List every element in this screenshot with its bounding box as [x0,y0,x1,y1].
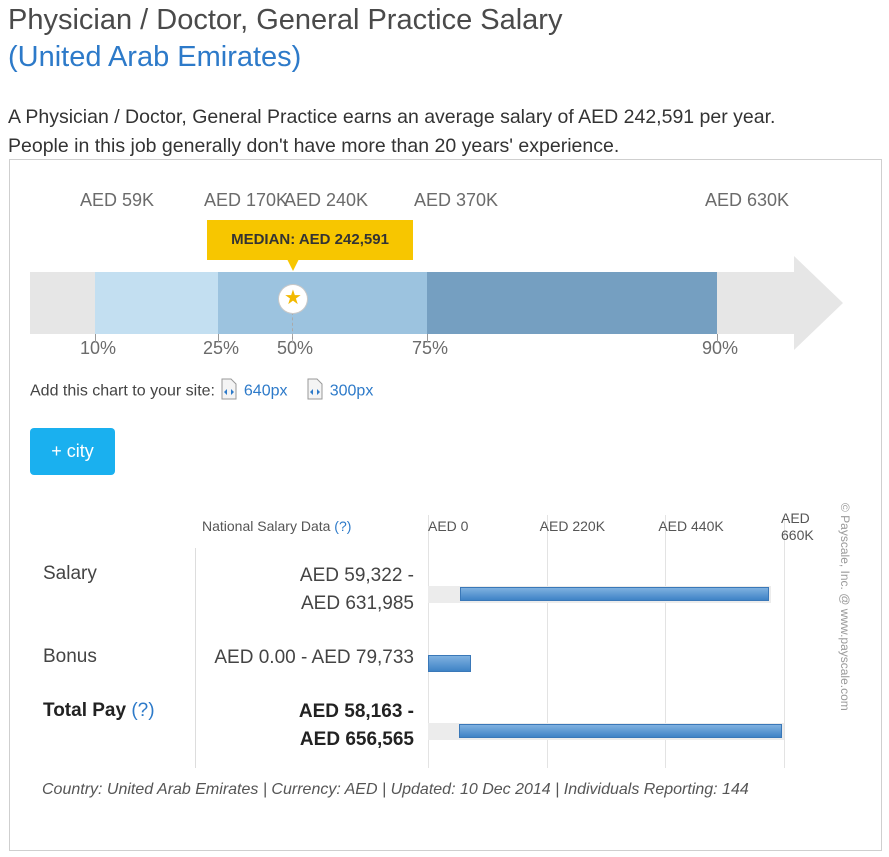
embed-code-icon[interactable] [219,378,239,405]
x-tick-label: AED 440K [658,518,724,534]
percentile-label: 10% [80,338,117,358]
percentile-label: 50% [277,338,314,358]
row-label-total-pay: Total Pay (?) [43,700,155,722]
segment-p50-p75 [292,272,427,334]
payscale-watermark: © Payscale, Inc. @ www.payscale.com [838,503,852,711]
percentile-tick [717,334,718,342]
embed-row: Add this chart to your site: 640px 300px [30,378,373,405]
median-dashed-line [292,312,293,342]
range-bar-salary [459,587,769,601]
percentile-tick [427,334,428,342]
row-range-bonus: AED 0.00 - AED 79,733 [214,647,414,668]
x-tick-label: AED 0 [428,518,469,534]
range-bar-bonus [428,655,471,672]
national-salary-data-header: National Salary Data (?) [202,518,351,534]
row-label-bonus: Bonus [43,646,97,667]
watermark-text: © Payscale, Inc. @ www.payscale.com [838,503,852,711]
intro-text: A Physician / Doctor, General Practice e… [8,103,878,161]
page-subtitle-country: (United Arab Emirates) [8,41,302,73]
chart-card [9,159,882,851]
percentile-label: 75% [412,338,449,358]
table-divider [195,548,196,768]
percentile-value-label: AED 630K [705,190,790,210]
percentile-value-label: AED 370K [414,190,499,210]
range-line: AED 631,985 [300,593,414,614]
percentile-value-label: AED 170K [204,190,289,210]
help-link[interactable]: (?) [131,700,155,721]
percentile-label: 25% [203,338,240,358]
range-bar-total-pay [459,724,783,738]
median-star-icon: ★ [279,285,307,313]
total-pay-label: Total Pay [43,700,127,721]
intro-line-2: People in this job generally don't have … [8,135,620,157]
add-city-button[interactable]: + city [30,428,115,475]
row-range-total-pay: AED 58,163 - AED 656,565 [299,698,414,754]
percentile-label: 90% [702,338,739,358]
range-line: AED 58,163 - [298,701,414,722]
embed-300px-link[interactable]: 300px [329,382,374,400]
percentile-tick [218,334,219,342]
x-tick-label: AED 660K [781,510,814,543]
grid-line [784,515,785,768]
help-link[interactable]: (?) [334,518,352,534]
national-salary-data-label: National Salary Data [202,518,331,534]
embed-640px-link[interactable]: 640px [243,382,288,400]
median-badge: MEDIAN: AED 242,591 [207,220,413,260]
x-tick-label: AED 220K [539,518,606,534]
range-line: AED 59,322 - [299,565,414,586]
segment-p75-p90 [427,272,717,334]
percentile-value-label: AED 59K [80,190,155,210]
grid-line [546,515,548,768]
median-badge-pointer [287,259,299,271]
embed-label: Add this chart to your site: [30,382,215,400]
grid-line [665,515,667,768]
percentile-value-label: AED 240K [284,190,369,210]
range-line: AED 656,565 [299,729,414,750]
row-label-salary: Salary [43,563,97,584]
row-range-salary: AED 59,322 - AED 631,985 [300,562,414,618]
footer-metadata: Country: United Arab Emirates | Currency… [42,781,749,798]
intro-line-1: A Physician / Doctor, General Practice e… [8,106,776,128]
grid-line [428,515,429,768]
segment-p10-p25 [95,272,218,334]
page-title: Physician / Doctor, General Practice Sal… [8,4,563,36]
percentile-tick [95,334,96,342]
embed-code-icon[interactable] [305,378,325,405]
